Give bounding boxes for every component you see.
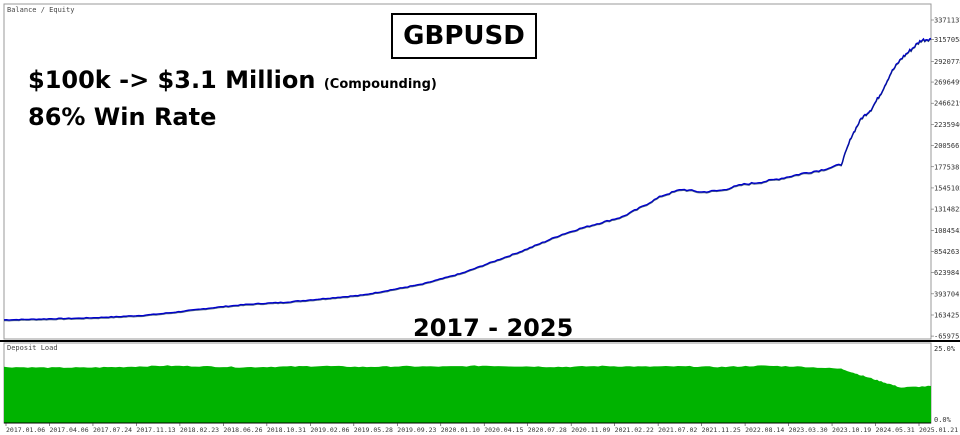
deposit-y-axis: 25.0% 0.0%	[934, 345, 956, 424]
main-plot-area	[3, 3, 932, 340]
headline-note: (Compounding)	[323, 77, 437, 92]
deposit-legend: Deposit Load	[7, 344, 58, 352]
y-tick-label: 1545102	[934, 184, 960, 192]
win-rate-annotation: 86% Win Rate	[28, 103, 217, 131]
y-tick-label: 2466219	[934, 100, 960, 108]
period-annotation: 2017 - 2025	[413, 314, 574, 342]
x-tick-label: 2018.06.26	[223, 426, 262, 434]
chart-title: GBPUSD	[403, 21, 525, 51]
x-tick-label: 2020.04.15	[484, 426, 523, 434]
x-tick-label: 2020.11.09	[571, 426, 610, 434]
y-tick-label: 854263	[934, 248, 959, 256]
y-tick-label: 3371137	[934, 17, 960, 25]
x-axis: 2017.01.06 2017.04.06 2017.07.24 2017.11.13…	[5, 423, 958, 434]
x-tick-label: 2020.01.10	[441, 426, 480, 434]
deposit-load-area	[4, 365, 931, 423]
legend-label: Balance / Equity	[7, 6, 74, 14]
x-tick-label: 2017.11.13	[136, 426, 175, 434]
x-tick-label: 2018.02.23	[180, 426, 219, 434]
deposit-y-tick-label: 0.0%	[934, 416, 952, 424]
y-tick-label: 2920778	[934, 58, 960, 66]
y-tick-label: 3157058	[934, 36, 960, 44]
x-tick-label: 2019.05.28	[354, 426, 393, 434]
x-tick-label: 2021.07.02	[658, 426, 697, 434]
y-tick-label: 2235940	[934, 121, 960, 129]
y-tick-label: 623984	[934, 269, 959, 277]
y-tick-label: 163425	[934, 311, 959, 319]
main-gridlines	[931, 19, 934, 337]
equity-line	[3, 39, 932, 322]
chart-title-box: GBPUSD	[391, 13, 537, 59]
x-tick-label: 2022.08.14	[745, 426, 784, 434]
x-tick-label: 2021.02.22	[615, 426, 654, 434]
y-tick-label: 2696499	[934, 79, 960, 87]
x-tick-label: 2021.11.25	[702, 426, 741, 434]
headline-text: $100k -> $3.1 Million	[28, 66, 316, 94]
deposit-y-tick-label: 25.0%	[934, 345, 956, 353]
x-tick-label: 2017.07.24	[93, 426, 132, 434]
x-tick-label: 2023.03.30	[789, 426, 828, 434]
y-tick-label: 1084543	[934, 227, 960, 235]
headline-annotation: $100k -> $3.1 Million (Compounding)	[28, 66, 437, 94]
x-tick-label: 2017.04.06	[49, 426, 88, 434]
x-tick-label: 2023.10.19	[832, 426, 871, 434]
x-tick-label: 2025.01.21	[919, 426, 958, 434]
x-tick-label: 2024.05.31	[876, 426, 915, 434]
y-tick-label: 393704	[934, 290, 959, 298]
main-y-axis: 3371137 3157058 2920778 2696499 2466219 22359…	[934, 17, 960, 341]
x-tick-label: 2017.01.06	[6, 426, 45, 434]
y-tick-label: 1314822	[934, 206, 960, 214]
x-tick-label: 2020.07.28	[528, 426, 567, 434]
x-tick-label: 2018.10.31	[267, 426, 306, 434]
x-tick-label: 2019.09.23	[397, 426, 436, 434]
y-tick-label: -65975	[934, 333, 959, 341]
x-tick-label: 2019.02.06	[310, 426, 349, 434]
